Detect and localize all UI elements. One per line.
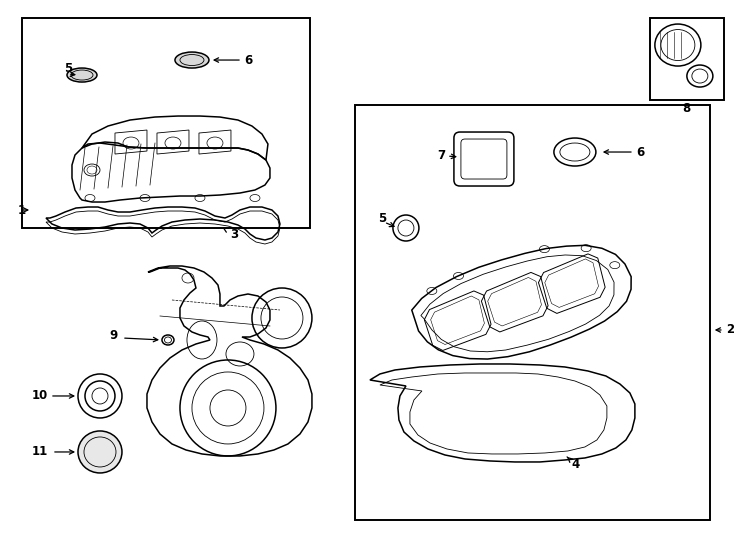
Bar xyxy=(22,18,310,228)
Text: 10: 10 xyxy=(32,389,48,402)
Ellipse shape xyxy=(78,431,122,473)
Text: 5: 5 xyxy=(378,212,386,225)
Ellipse shape xyxy=(175,52,209,68)
Text: 6: 6 xyxy=(636,145,644,159)
Text: 4: 4 xyxy=(567,457,580,471)
Text: 8: 8 xyxy=(682,102,690,114)
Text: 2: 2 xyxy=(726,323,734,336)
Text: 9: 9 xyxy=(109,329,118,342)
Text: 1: 1 xyxy=(18,204,26,217)
Ellipse shape xyxy=(67,68,97,82)
Bar xyxy=(355,105,710,520)
Text: 6: 6 xyxy=(244,53,252,66)
Text: 5: 5 xyxy=(64,62,72,75)
Text: 3: 3 xyxy=(224,227,238,240)
Text: 7: 7 xyxy=(437,148,445,161)
Text: 11: 11 xyxy=(32,446,48,458)
Bar xyxy=(650,18,724,100)
